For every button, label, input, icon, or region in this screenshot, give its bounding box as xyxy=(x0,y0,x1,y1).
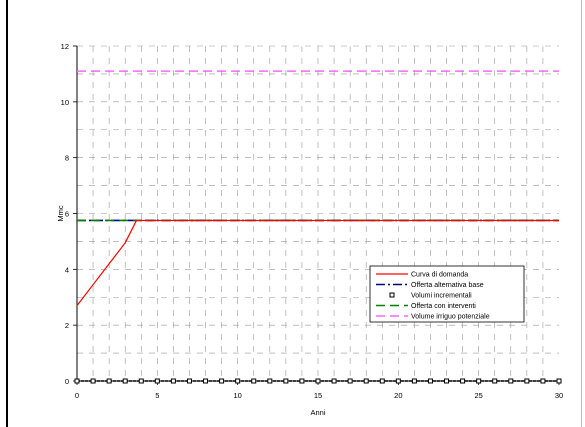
volumi-incrementali-point xyxy=(138,378,144,384)
volumi-incrementali-point xyxy=(492,378,498,384)
volumi-incrementali-point xyxy=(170,378,176,384)
x-tick-label: 10 xyxy=(233,391,241,400)
y-tick-label: 6 xyxy=(65,210,69,219)
legend-label-volume-irriguo-potenziale: Volume irriguo potenziale xyxy=(411,314,490,321)
y-axis-title: Mmc xyxy=(56,205,65,221)
legend-label-offerta-con-interventi: Offerta con interventi xyxy=(411,303,476,310)
volumi-incrementali-point xyxy=(90,378,96,384)
volumi-incrementali-point xyxy=(379,378,385,384)
volumi-incrementali-point xyxy=(427,378,433,384)
volumi-incrementali-point xyxy=(395,378,401,384)
curva-di-domanda-line xyxy=(76,219,559,306)
y-tick-label: 12 xyxy=(61,42,69,51)
x-tick-label: 15 xyxy=(314,391,322,400)
left-border xyxy=(6,0,8,427)
volumi-incrementali-point xyxy=(219,378,225,384)
volumi-incrementali-point xyxy=(315,378,321,384)
volumi-incrementali-point xyxy=(122,378,128,384)
series-layer xyxy=(74,70,562,384)
y-tick-label: 8 xyxy=(65,154,69,163)
volumi-incrementali-point xyxy=(444,378,450,384)
volumi-incrementali-point xyxy=(267,378,273,384)
ticks-layer: 0 5 10 15 20 25 30 0 2 4 6 8 10 12 xyxy=(61,42,564,400)
volumi-incrementali-point xyxy=(460,378,466,384)
x-tick-label: 20 xyxy=(394,391,402,400)
y-tick-label: 4 xyxy=(65,265,69,274)
volumi-incrementali-point xyxy=(556,378,562,384)
volumi-incrementali-point xyxy=(363,378,369,384)
legend-label-offerta-alternativa-base: Offerta alternativa base xyxy=(411,282,484,289)
volumi-incrementali-point xyxy=(154,378,160,384)
legend-swatch-volumi-incrementali xyxy=(389,292,395,298)
volumi-incrementali-point xyxy=(508,378,514,384)
legend-box xyxy=(369,265,525,323)
x-tick-label: 5 xyxy=(155,391,159,400)
volumi-incrementali-point xyxy=(283,378,289,384)
y-tick-label: 10 xyxy=(61,98,69,107)
volumi-incrementali-point xyxy=(299,378,305,384)
volumi-incrementali-point xyxy=(74,378,80,384)
grid-layer xyxy=(77,45,559,381)
volumi-incrementali-point xyxy=(331,378,337,384)
volumi-incrementali-point xyxy=(106,378,112,384)
volumi-incrementali-point xyxy=(476,378,482,384)
legend-label-curva-di-domanda: Curva di domanda xyxy=(411,272,468,279)
volumi-incrementali-point xyxy=(235,378,241,384)
volumi-incrementali-point xyxy=(203,378,209,384)
x-tick-label: 30 xyxy=(555,391,563,400)
volumi-incrementali-point xyxy=(186,378,192,384)
right-border xyxy=(581,0,582,427)
legend-label-volumi-incrementali: Volumi incrementali xyxy=(411,293,472,300)
x-tick-label: 25 xyxy=(474,391,482,400)
y-tick-label: 2 xyxy=(65,321,69,330)
x-axis-title: Anni xyxy=(310,408,325,417)
y-tick-label: 0 xyxy=(65,377,69,386)
volumi-incrementali-point xyxy=(347,378,353,384)
volumi-incrementali-point xyxy=(411,378,417,384)
legend: Curva di domanda Offerta alternativa base… xyxy=(369,265,525,323)
volumi-incrementali-point xyxy=(524,378,530,384)
volumi-incrementali-point xyxy=(251,378,257,384)
volumi-incrementali-point xyxy=(540,378,546,384)
x-tick-label: 0 xyxy=(75,391,79,400)
